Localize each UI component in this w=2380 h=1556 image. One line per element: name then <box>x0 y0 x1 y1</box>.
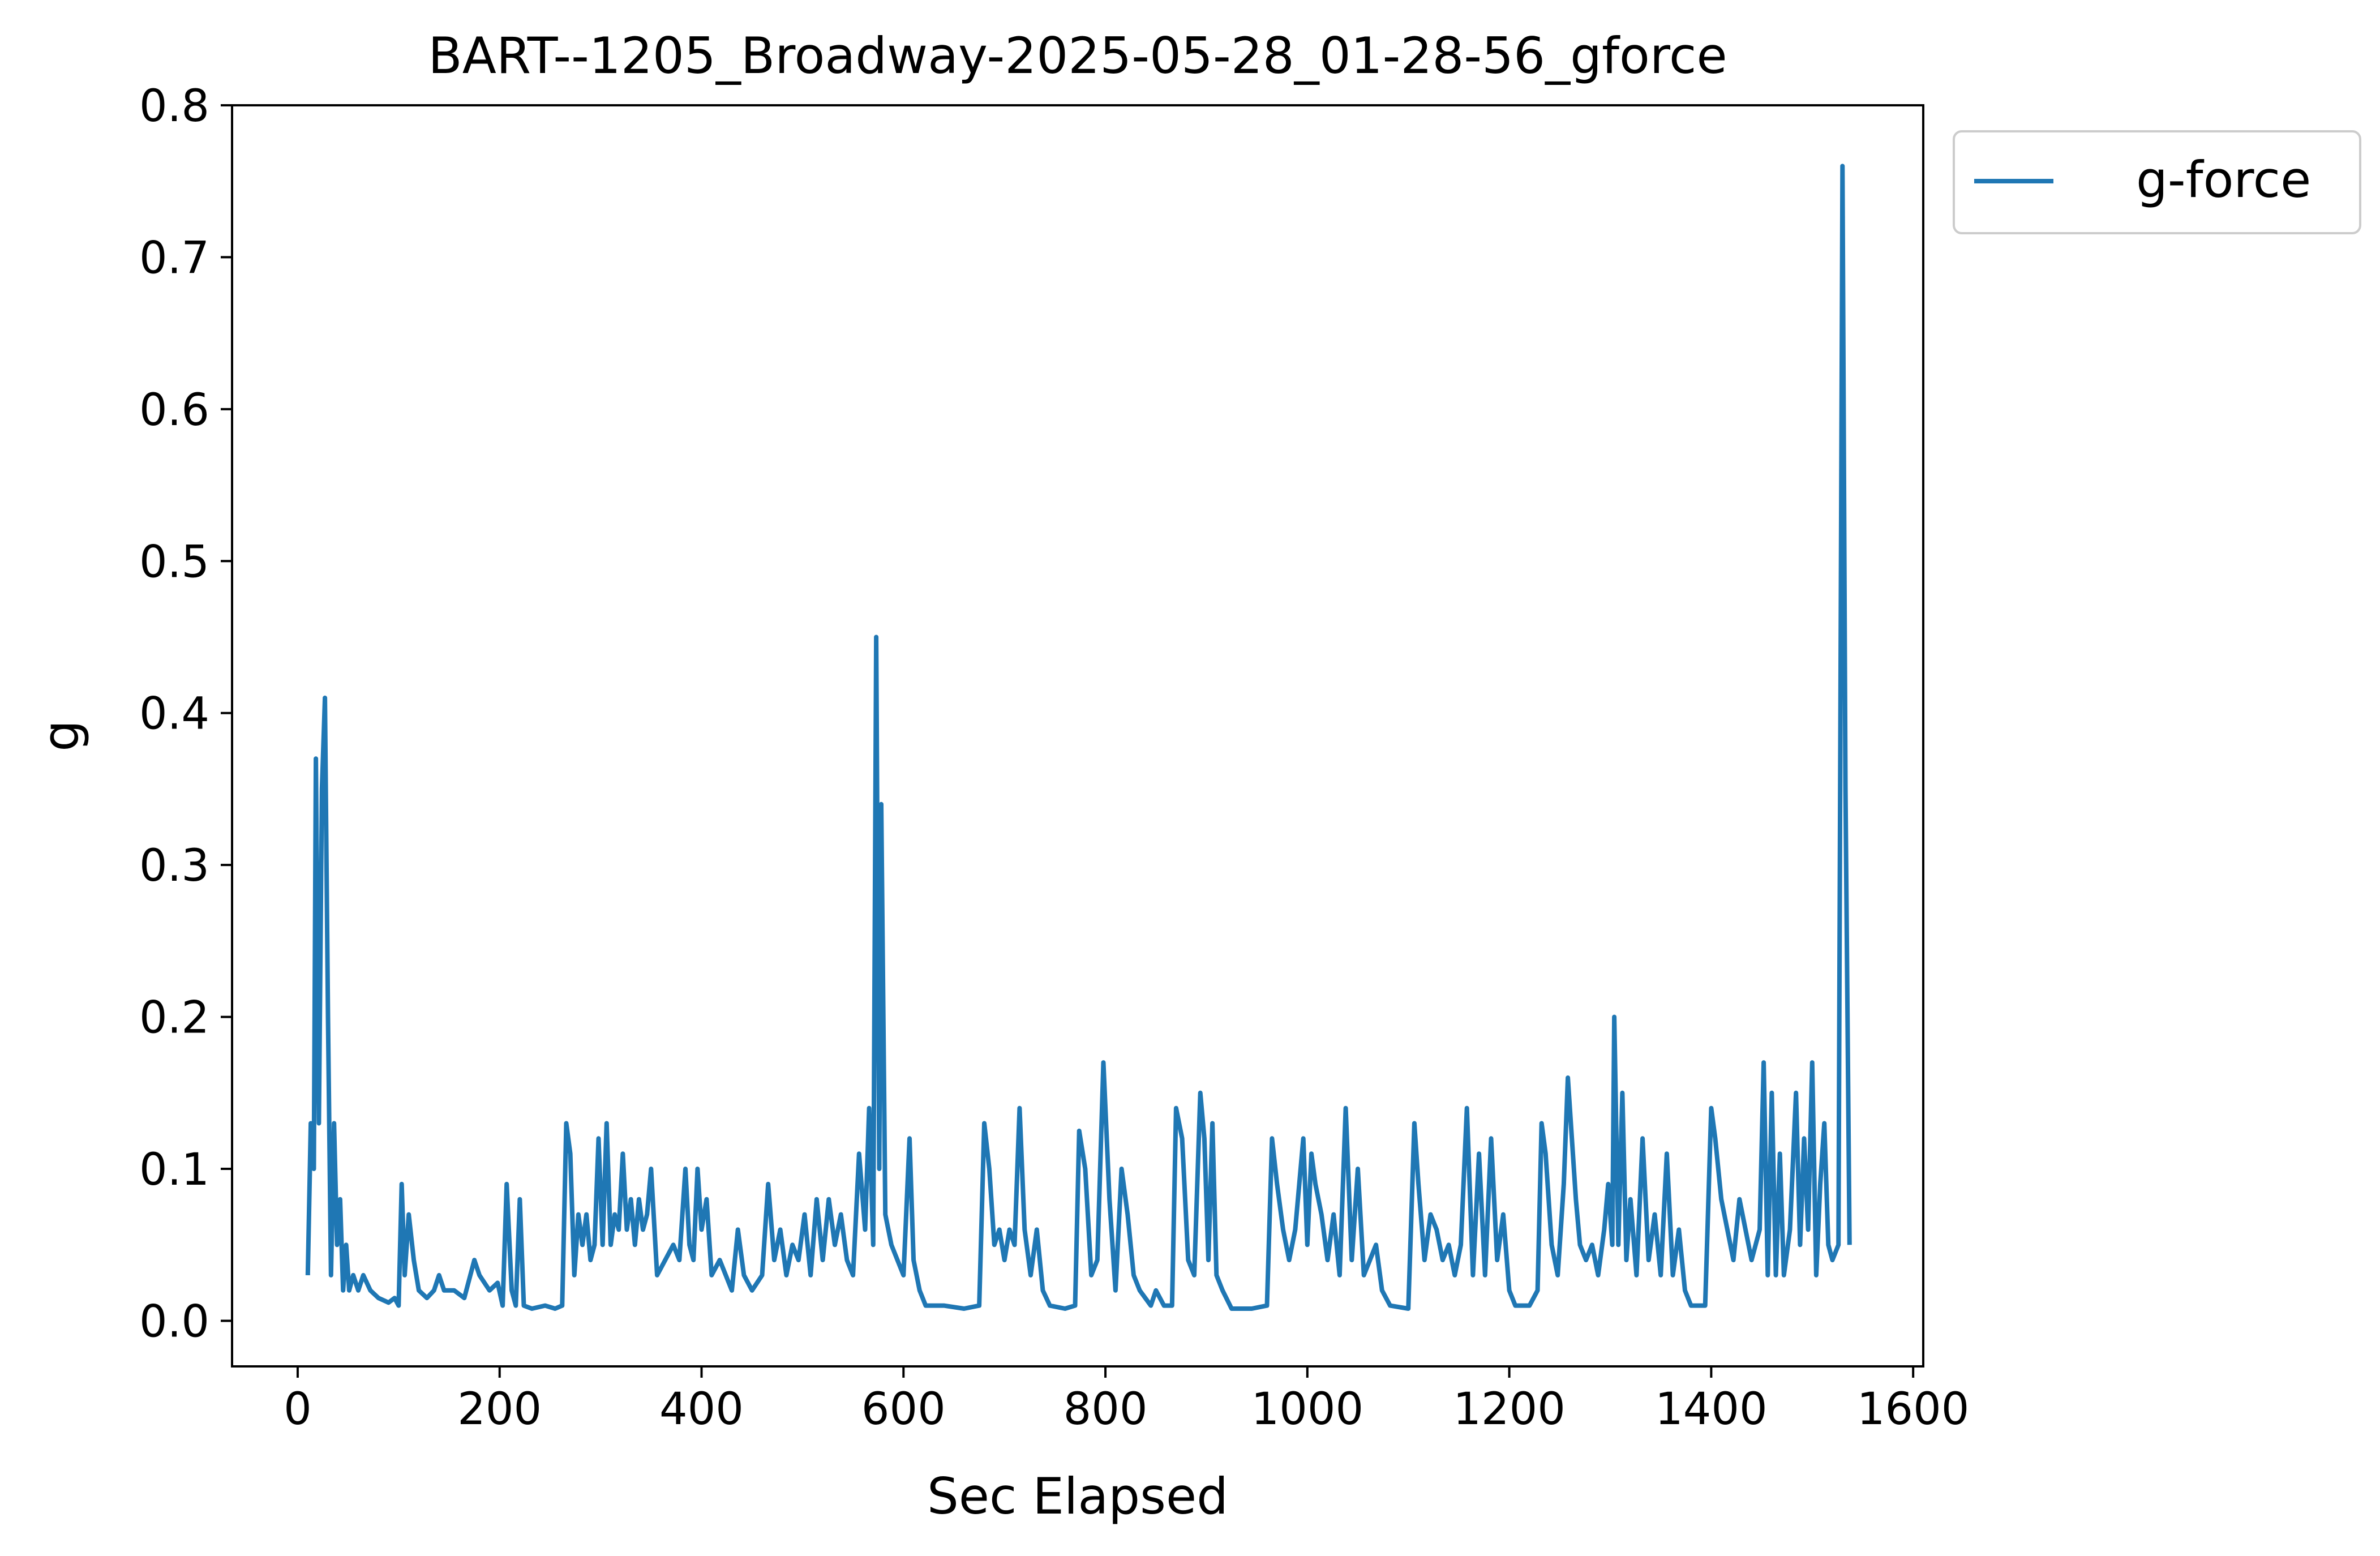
y-tick-label-7: 0.7 <box>139 233 209 284</box>
y-axis-label: g <box>32 720 90 752</box>
legend-box <box>1953 130 2361 234</box>
x-tick-label-7: 1400 <box>1655 1384 1768 1435</box>
x-tick-label-6: 1200 <box>1453 1384 1566 1435</box>
x-axis-label: Sec Elapsed <box>927 1467 1228 1525</box>
x-tick-label-3: 600 <box>861 1384 946 1435</box>
y-tick-label-0: 0.0 <box>139 1296 209 1347</box>
y-tick-label-3: 0.3 <box>139 841 209 891</box>
x-tick-label-5: 1000 <box>1251 1384 1364 1435</box>
y-axis-ticks: 0.0 0.1 0.2 0.3 0.4 0.5 0.6 0.7 0.8 <box>139 81 232 1347</box>
series-line-g-force <box>305 164 1852 1311</box>
y-tick-label-2: 0.2 <box>139 993 209 1044</box>
chart-title: BART--1205_Broadway-2025-05-28_01-28-56_… <box>428 27 1727 85</box>
x-tick-label-0: 0 <box>284 1384 312 1435</box>
legend: g-force <box>1953 130 2361 234</box>
y-tick-label-8: 0.8 <box>139 81 209 132</box>
legend-label: g-force <box>2136 151 2311 209</box>
x-tick-label-1: 200 <box>457 1384 542 1435</box>
y-tick-label-5: 0.5 <box>139 537 209 588</box>
x-axis-ticks: 0 200 400 600 800 1000 1200 1400 1600 <box>284 1366 1969 1435</box>
plot-frame <box>231 104 1924 1368</box>
y-tick-label-1: 0.1 <box>139 1145 209 1195</box>
x-tick-label-2: 400 <box>659 1384 744 1435</box>
x-tick-label-4: 800 <box>1064 1384 1148 1435</box>
y-tick-label-6: 0.6 <box>139 385 209 436</box>
plot-area <box>231 104 1924 1368</box>
x-tick-label-8: 1600 <box>1857 1384 1970 1435</box>
y-tick-label-4: 0.4 <box>139 689 209 740</box>
